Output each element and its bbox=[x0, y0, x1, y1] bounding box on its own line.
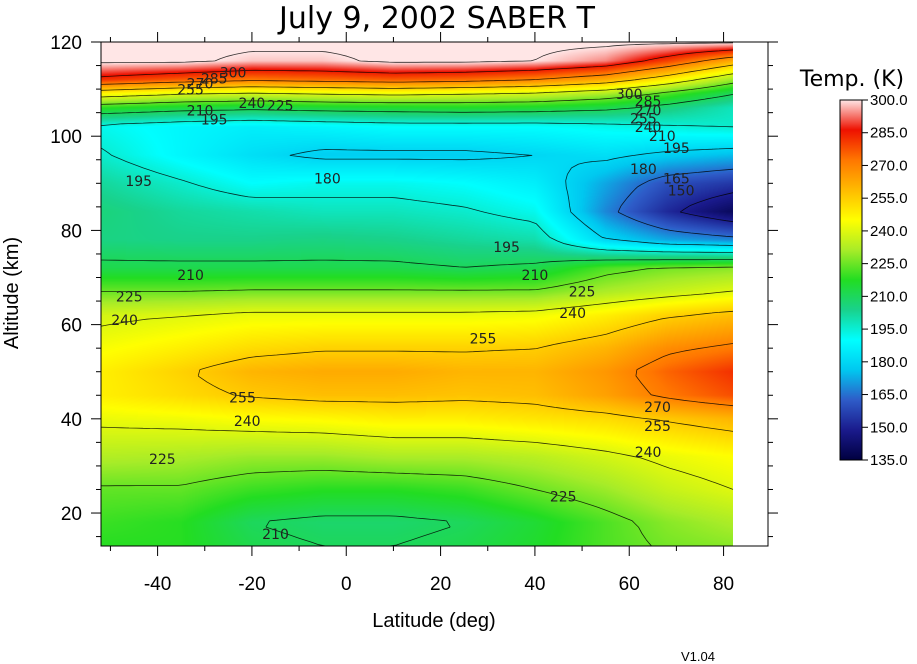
contour-label: 270 bbox=[635, 103, 662, 119]
colorbar-tick-label: 195.0 bbox=[870, 321, 908, 338]
contour-label: 240 bbox=[635, 120, 662, 136]
plot-frame bbox=[100, 41, 769, 547]
contour-label: 240 bbox=[239, 96, 266, 112]
contour-label: 210 bbox=[177, 268, 204, 284]
colorbar: 300.0 285.0 270.0 255.0 240.0 225.0 210.0 195.0… bbox=[839, 92, 908, 469]
contour-line-270 bbox=[100, 56, 734, 407]
y-tick-label: 20 bbox=[61, 504, 82, 525]
contour-label: 180 bbox=[314, 172, 341, 188]
contour-label: 180 bbox=[630, 162, 657, 178]
x-tick-label: -40 bbox=[144, 574, 171, 595]
colorbar-tick-label: 240.0 bbox=[870, 223, 908, 240]
contour-label: 210 bbox=[262, 527, 289, 543]
y-tick-label: 40 bbox=[61, 410, 82, 431]
contour-label: 255 bbox=[630, 111, 657, 127]
contour-line-255 bbox=[100, 64, 734, 432]
colorbar-tick-label: 300.0 bbox=[870, 92, 908, 109]
contour-label: 210 bbox=[522, 268, 549, 284]
colorbar-tick-label: 285.0 bbox=[870, 125, 908, 142]
contour-label: 255 bbox=[229, 391, 256, 407]
contour-label: 240 bbox=[559, 306, 586, 322]
contour-line-180 bbox=[289, 147, 734, 246]
contour-label: 210 bbox=[649, 129, 676, 145]
colorbar-gradient bbox=[839, 99, 863, 461]
x-axis-label: Latitude (deg) bbox=[372, 610, 495, 632]
x-tick-label: 80 bbox=[713, 574, 734, 595]
contour-label: 225 bbox=[116, 289, 143, 305]
colorbar-tick-label: 225.0 bbox=[870, 256, 908, 273]
y-tick-label: 80 bbox=[61, 221, 82, 242]
contour-line-285 bbox=[100, 49, 734, 78]
contour-label: 195 bbox=[201, 113, 228, 129]
contour-line-150 bbox=[679, 192, 734, 223]
temperature-field bbox=[101, 42, 733, 546]
x-tick-label: 60 bbox=[619, 574, 640, 595]
contour-label: 195 bbox=[663, 141, 690, 157]
chart-title: July 9, 2002 SABER T bbox=[277, 1, 596, 36]
colorbar-tick-label: 180.0 bbox=[870, 354, 908, 371]
contour-label: 285 bbox=[635, 94, 662, 110]
colorbar-tick-label: 135.0 bbox=[870, 452, 908, 469]
contour-label: 255 bbox=[644, 419, 671, 435]
colorbar-tick-label: 270.0 bbox=[870, 157, 908, 174]
x-tick-label: -20 bbox=[238, 574, 265, 595]
y-tick-label: 60 bbox=[61, 316, 82, 337]
y-tick-label: 100 bbox=[50, 127, 82, 148]
y-axis-label: Altitude (km) bbox=[1, 237, 23, 349]
contour-line-195 bbox=[100, 119, 734, 253]
colorbar-tick-label: 150.0 bbox=[870, 419, 908, 436]
colorbar-title: Temp. (K) bbox=[799, 67, 904, 92]
contour-label: 210 bbox=[187, 103, 214, 119]
contour-label: 300 bbox=[220, 66, 247, 82]
colorbar-tick-label: 210.0 bbox=[870, 288, 908, 305]
contour-line-210 bbox=[100, 94, 734, 547]
contour-label: 270 bbox=[644, 400, 671, 416]
contour-label: 225 bbox=[569, 285, 596, 301]
contour-label: 300 bbox=[616, 87, 643, 103]
contour-label: 270 bbox=[187, 76, 214, 92]
x-tick-label: 40 bbox=[524, 574, 545, 595]
contour-label: 255 bbox=[470, 332, 497, 348]
colorbar-tick-label: 255.0 bbox=[870, 190, 908, 207]
contour-label: 150 bbox=[668, 183, 695, 199]
contour-label: 285 bbox=[201, 71, 228, 87]
contour-line-300 bbox=[101, 42, 734, 64]
contour-label: 165 bbox=[663, 172, 690, 188]
contour-label: 240 bbox=[635, 445, 662, 461]
contour-line-165 bbox=[617, 168, 734, 238]
contour-label: 225 bbox=[267, 99, 294, 115]
contour-line-240 bbox=[100, 73, 734, 490]
x-tick-label: 0 bbox=[341, 574, 352, 595]
colorbar-tick-label: 165.0 bbox=[870, 387, 908, 404]
contour-label: 225 bbox=[149, 452, 176, 468]
y-tick-label: 120 bbox=[50, 33, 82, 54]
contour-label: 195 bbox=[493, 240, 520, 256]
contour-label: 240 bbox=[111, 313, 138, 329]
contour-label: 195 bbox=[125, 174, 152, 190]
contour-label: 255 bbox=[177, 83, 204, 99]
x-tick-label: 20 bbox=[430, 574, 451, 595]
contour-label: 225 bbox=[550, 490, 577, 506]
contour-line-225 bbox=[100, 82, 734, 547]
contour-label: 240 bbox=[234, 414, 261, 430]
version-label: V1.04 bbox=[681, 649, 715, 664]
